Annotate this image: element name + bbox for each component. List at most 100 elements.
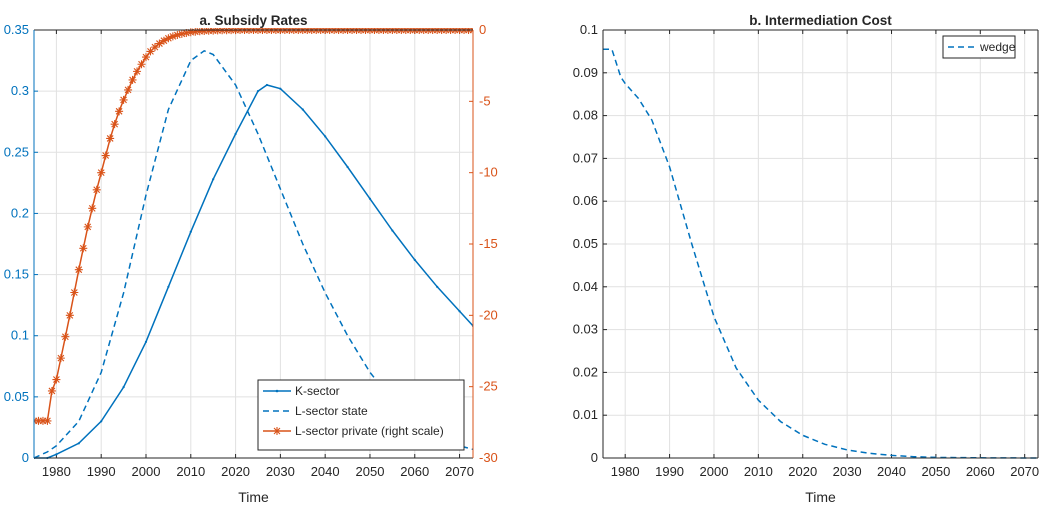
- x-tick-label: 2050: [921, 464, 950, 479]
- x-tick-label: 2040: [877, 464, 906, 479]
- series-point-marker: [92, 185, 101, 194]
- series-point-marker: [391, 229, 394, 232]
- y-tick-label: 0.15: [4, 267, 29, 282]
- y-tick-label: 0.1: [11, 328, 29, 343]
- series-point-marker: [167, 285, 170, 288]
- y2-tick-label: -10: [479, 165, 498, 180]
- legend: wedge: [942, 35, 1016, 59]
- series-point-marker: [144, 340, 148, 343]
- series-point-marker: [182, 28, 191, 37]
- series-point-marker: [346, 165, 349, 169]
- series-point-marker: [83, 222, 92, 231]
- series-point-marker: [122, 385, 125, 389]
- series-point-marker: [200, 28, 209, 35]
- series-point-marker: [61, 332, 70, 341]
- x-tick-label: 2000: [700, 464, 729, 479]
- data-layer: [603, 48, 1038, 459]
- y-tick-label: 0.04: [573, 279, 598, 294]
- y2-tick-label: -15: [479, 236, 498, 251]
- series-point-marker: [324, 135, 327, 138]
- x-tick-label: 2010: [176, 464, 205, 479]
- legend-box: [942, 35, 1016, 59]
- panel-a: 1980 1990 2000 2010 2020 2030 2040 2050 2060 2070…: [4, 13, 498, 505]
- series-point-marker: [368, 197, 372, 200]
- x-tick-label: 1990: [87, 464, 116, 479]
- x-tick-label: 2070: [1010, 464, 1039, 479]
- x-tick-label: 2050: [356, 464, 385, 479]
- series-point-marker: [124, 85, 133, 94]
- series-point-marker: [204, 28, 213, 35]
- series-point-marker: [110, 120, 119, 129]
- series-point-marker: [74, 265, 83, 274]
- x-tick-label: 1980: [42, 464, 71, 479]
- legend-box: [257, 379, 465, 451]
- legend-label: wedge: [979, 40, 1016, 54]
- x-tick-label: 1980: [611, 464, 640, 479]
- y2-tick-label: -5: [479, 93, 491, 108]
- x-tick-label: 2020: [788, 464, 817, 479]
- y-tick-label: 0.1: [580, 22, 598, 37]
- series-point-marker: [101, 151, 110, 160]
- series-point-marker: [191, 28, 200, 36]
- series-point-marker: [97, 168, 106, 177]
- series-point-marker: [155, 39, 164, 48]
- series-point-marker: [256, 90, 260, 93]
- series-point-marker: [38, 416, 47, 425]
- series-point-marker: [55, 453, 58, 456]
- y-tick-label: 0: [591, 450, 598, 465]
- series-point-marker: [413, 258, 416, 261]
- series-point-marker: [146, 47, 155, 56]
- x-tick-label: 2020: [221, 464, 250, 479]
- x-tick-label: 2040: [311, 464, 340, 479]
- x-tick-label: 2000: [132, 464, 161, 479]
- x-axis-label: Time: [805, 489, 836, 505]
- x-tick-label: 2010: [744, 464, 773, 479]
- series-point-marker: [301, 108, 304, 111]
- legend: K-sector L-sector state L-sector private (…: [257, 379, 465, 451]
- series-point-marker: [212, 178, 215, 181]
- series-point-marker: [177, 29, 186, 38]
- series-point-marker: [436, 285, 439, 288]
- y2-tick-label: -20: [479, 307, 498, 322]
- series-point-marker: [150, 43, 159, 52]
- series-point-marker: [189, 230, 192, 233]
- y2-tick-label: -25: [479, 379, 498, 394]
- series-point-marker: [195, 28, 204, 36]
- x-tick-label: 2060: [966, 464, 995, 479]
- chart-title: b. Intermediation Cost: [749, 13, 892, 28]
- series-point-marker: [173, 30, 182, 39]
- x-tick-label: 1990: [655, 464, 684, 479]
- series-point-marker: [209, 28, 218, 35]
- x-tick-label: 2030: [833, 464, 862, 479]
- series-point-marker: [106, 134, 115, 143]
- legend-label: L-sector private (right scale): [295, 424, 444, 438]
- x-axis-label: Time: [238, 489, 269, 505]
- series-point-marker: [47, 386, 56, 395]
- series-point-marker: [159, 36, 168, 45]
- series-point-marker: [137, 60, 146, 69]
- series-point-marker: [115, 107, 124, 116]
- series-line-0: [603, 48, 1038, 459]
- legend-label: L-sector state: [295, 404, 368, 418]
- series-point-marker: [52, 375, 61, 384]
- y2-tick-label: 0: [479, 22, 486, 37]
- y-tick-label: 0.03: [573, 322, 598, 337]
- series-point-marker: [79, 244, 88, 253]
- y-tick-label: 0.35: [4, 22, 29, 37]
- legend-marker: [275, 389, 279, 393]
- series-point-marker: [34, 416, 43, 425]
- series-point-marker: [234, 132, 237, 136]
- series-point-marker: [133, 67, 142, 76]
- y-tick-label: 0.06: [573, 193, 598, 208]
- y-tick-label: 0.02: [573, 364, 598, 379]
- y-tick-label: 0.3: [11, 83, 29, 98]
- y-tick-label: 0.09: [573, 65, 598, 80]
- series-point-marker: [168, 32, 177, 41]
- y-tick-label: 0.05: [4, 389, 29, 404]
- panel-b: 1980 1990 2000 2010 2020 2030 2040 2050 2060 2070…: [573, 13, 1039, 505]
- legend-marker: [273, 427, 281, 435]
- chart-title: a. Subsidy Rates: [199, 13, 307, 28]
- series-point-marker: [186, 28, 195, 37]
- series-point-marker: [279, 87, 282, 90]
